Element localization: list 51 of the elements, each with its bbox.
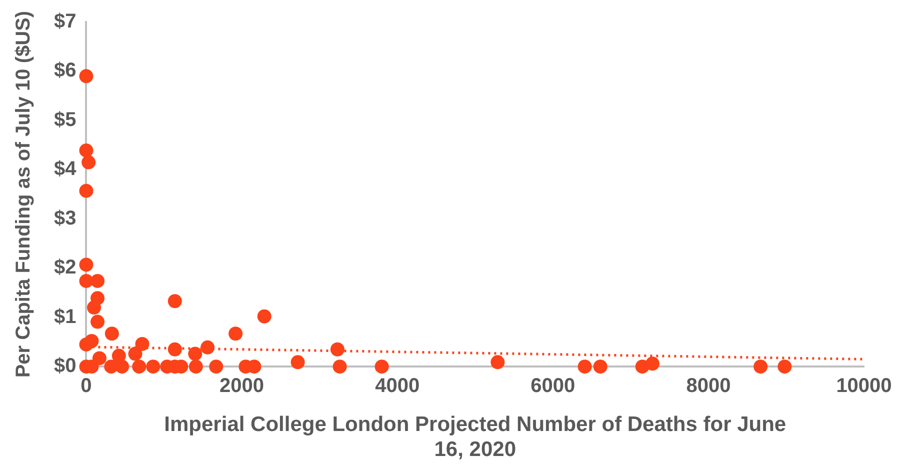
y-tick-label: $2 xyxy=(54,256,76,279)
point xyxy=(135,336,150,351)
x-tick-label: 8000 xyxy=(686,375,731,398)
point xyxy=(778,360,792,374)
x-tick-label: 4000 xyxy=(375,375,420,398)
point xyxy=(188,346,202,361)
point xyxy=(754,360,768,374)
point xyxy=(188,360,203,374)
point xyxy=(290,355,305,370)
point xyxy=(228,326,243,341)
point xyxy=(490,355,505,370)
y-tick-label: $0 xyxy=(54,355,76,378)
point xyxy=(257,309,272,324)
point xyxy=(168,342,182,356)
x-tick-label: 0 xyxy=(80,375,92,398)
x-tick-label: 10000 xyxy=(836,375,892,398)
point xyxy=(90,314,105,329)
y-tick-label: $1 xyxy=(54,306,76,328)
point xyxy=(92,351,106,366)
point xyxy=(330,342,344,356)
point xyxy=(115,360,130,374)
point xyxy=(82,155,96,170)
point xyxy=(146,360,160,374)
x-axis-title: Imperial College London Projected Number of Deaths for June 16, 2020 xyxy=(164,412,786,462)
point xyxy=(104,326,119,341)
point xyxy=(132,360,146,374)
y-tick-label: $6 xyxy=(54,60,76,82)
point xyxy=(200,340,215,354)
point xyxy=(645,356,660,371)
y-tick-label: $3 xyxy=(54,207,76,230)
point xyxy=(209,360,224,374)
point xyxy=(79,337,94,352)
point xyxy=(593,360,608,374)
point xyxy=(79,258,94,272)
point xyxy=(90,274,105,288)
point xyxy=(79,143,94,158)
point xyxy=(374,360,389,374)
point xyxy=(79,69,94,84)
point xyxy=(578,360,592,374)
y-tick-label: $7 xyxy=(54,10,76,33)
point xyxy=(128,346,142,361)
y-tick-label: $4 xyxy=(54,158,78,180)
y-tick-label: $5 xyxy=(54,108,76,131)
point xyxy=(168,294,182,308)
point xyxy=(87,300,102,315)
y-axis-title: Per Capita Funding as of July 10 ($US) xyxy=(12,10,35,378)
point xyxy=(79,184,94,198)
x-tick-label: 2000 xyxy=(220,375,264,398)
point xyxy=(79,274,94,288)
x-tick-label: 6000 xyxy=(530,375,576,398)
point xyxy=(332,360,347,374)
